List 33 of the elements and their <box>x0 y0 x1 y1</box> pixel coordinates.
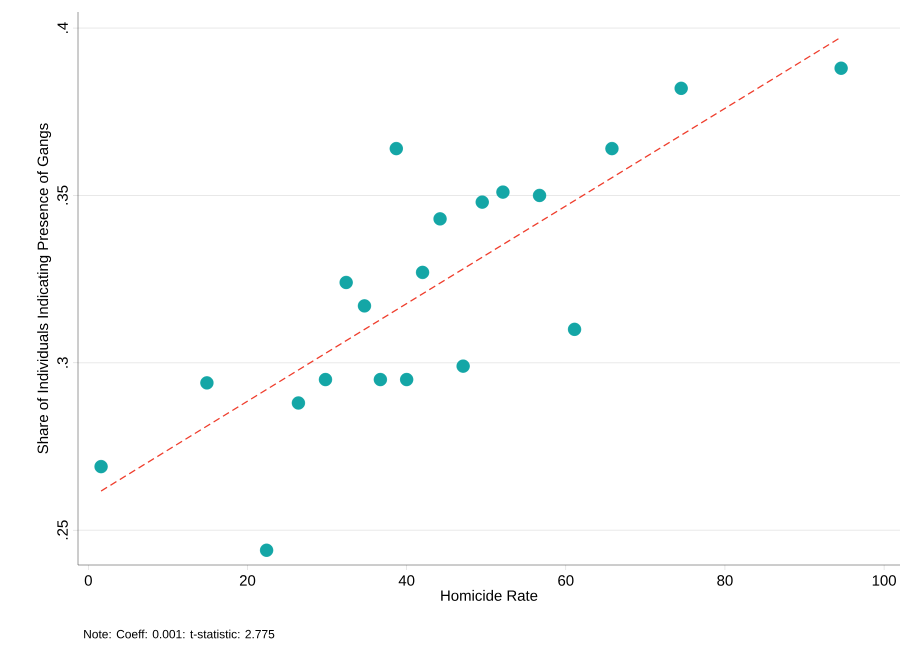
text: Note: Coeff: 0.001: t-statistic: 2.775 <box>84 630 274 638</box>
point <box>292 396 306 410</box>
x-tick-label: 0 <box>84 575 92 586</box>
point <box>374 372 388 386</box>
y-tick-label: .4 <box>58 22 68 33</box>
point <box>200 376 214 390</box>
point <box>400 372 414 386</box>
y-axis-title: Share of Individuals Indicating Presence of Gangs <box>37 123 52 454</box>
x-tick-label: 80 <box>717 575 733 586</box>
point <box>358 299 372 313</box>
point <box>834 62 848 75</box>
point <box>674 82 688 96</box>
y-tick-label: .35 <box>57 186 68 204</box>
point <box>94 460 108 474</box>
point <box>532 188 546 202</box>
point <box>416 266 430 280</box>
y-tick-label: .3 <box>57 357 68 368</box>
point <box>456 359 470 373</box>
x-tick-label: 60 <box>558 575 574 586</box>
point <box>605 142 619 156</box>
x-axis-title: Homicide Rate <box>441 590 538 601</box>
point <box>476 195 489 209</box>
point <box>390 142 403 156</box>
y-tick-label: .25 <box>57 520 68 540</box>
point <box>496 185 510 199</box>
x-tick-label: 100 <box>872 575 896 586</box>
point <box>260 544 274 557</box>
x-tick-label: 40 <box>398 575 414 586</box>
point <box>568 322 582 336</box>
point <box>433 212 447 226</box>
point <box>339 276 353 290</box>
x-tick-label: 20 <box>240 575 256 586</box>
point <box>318 372 332 386</box>
